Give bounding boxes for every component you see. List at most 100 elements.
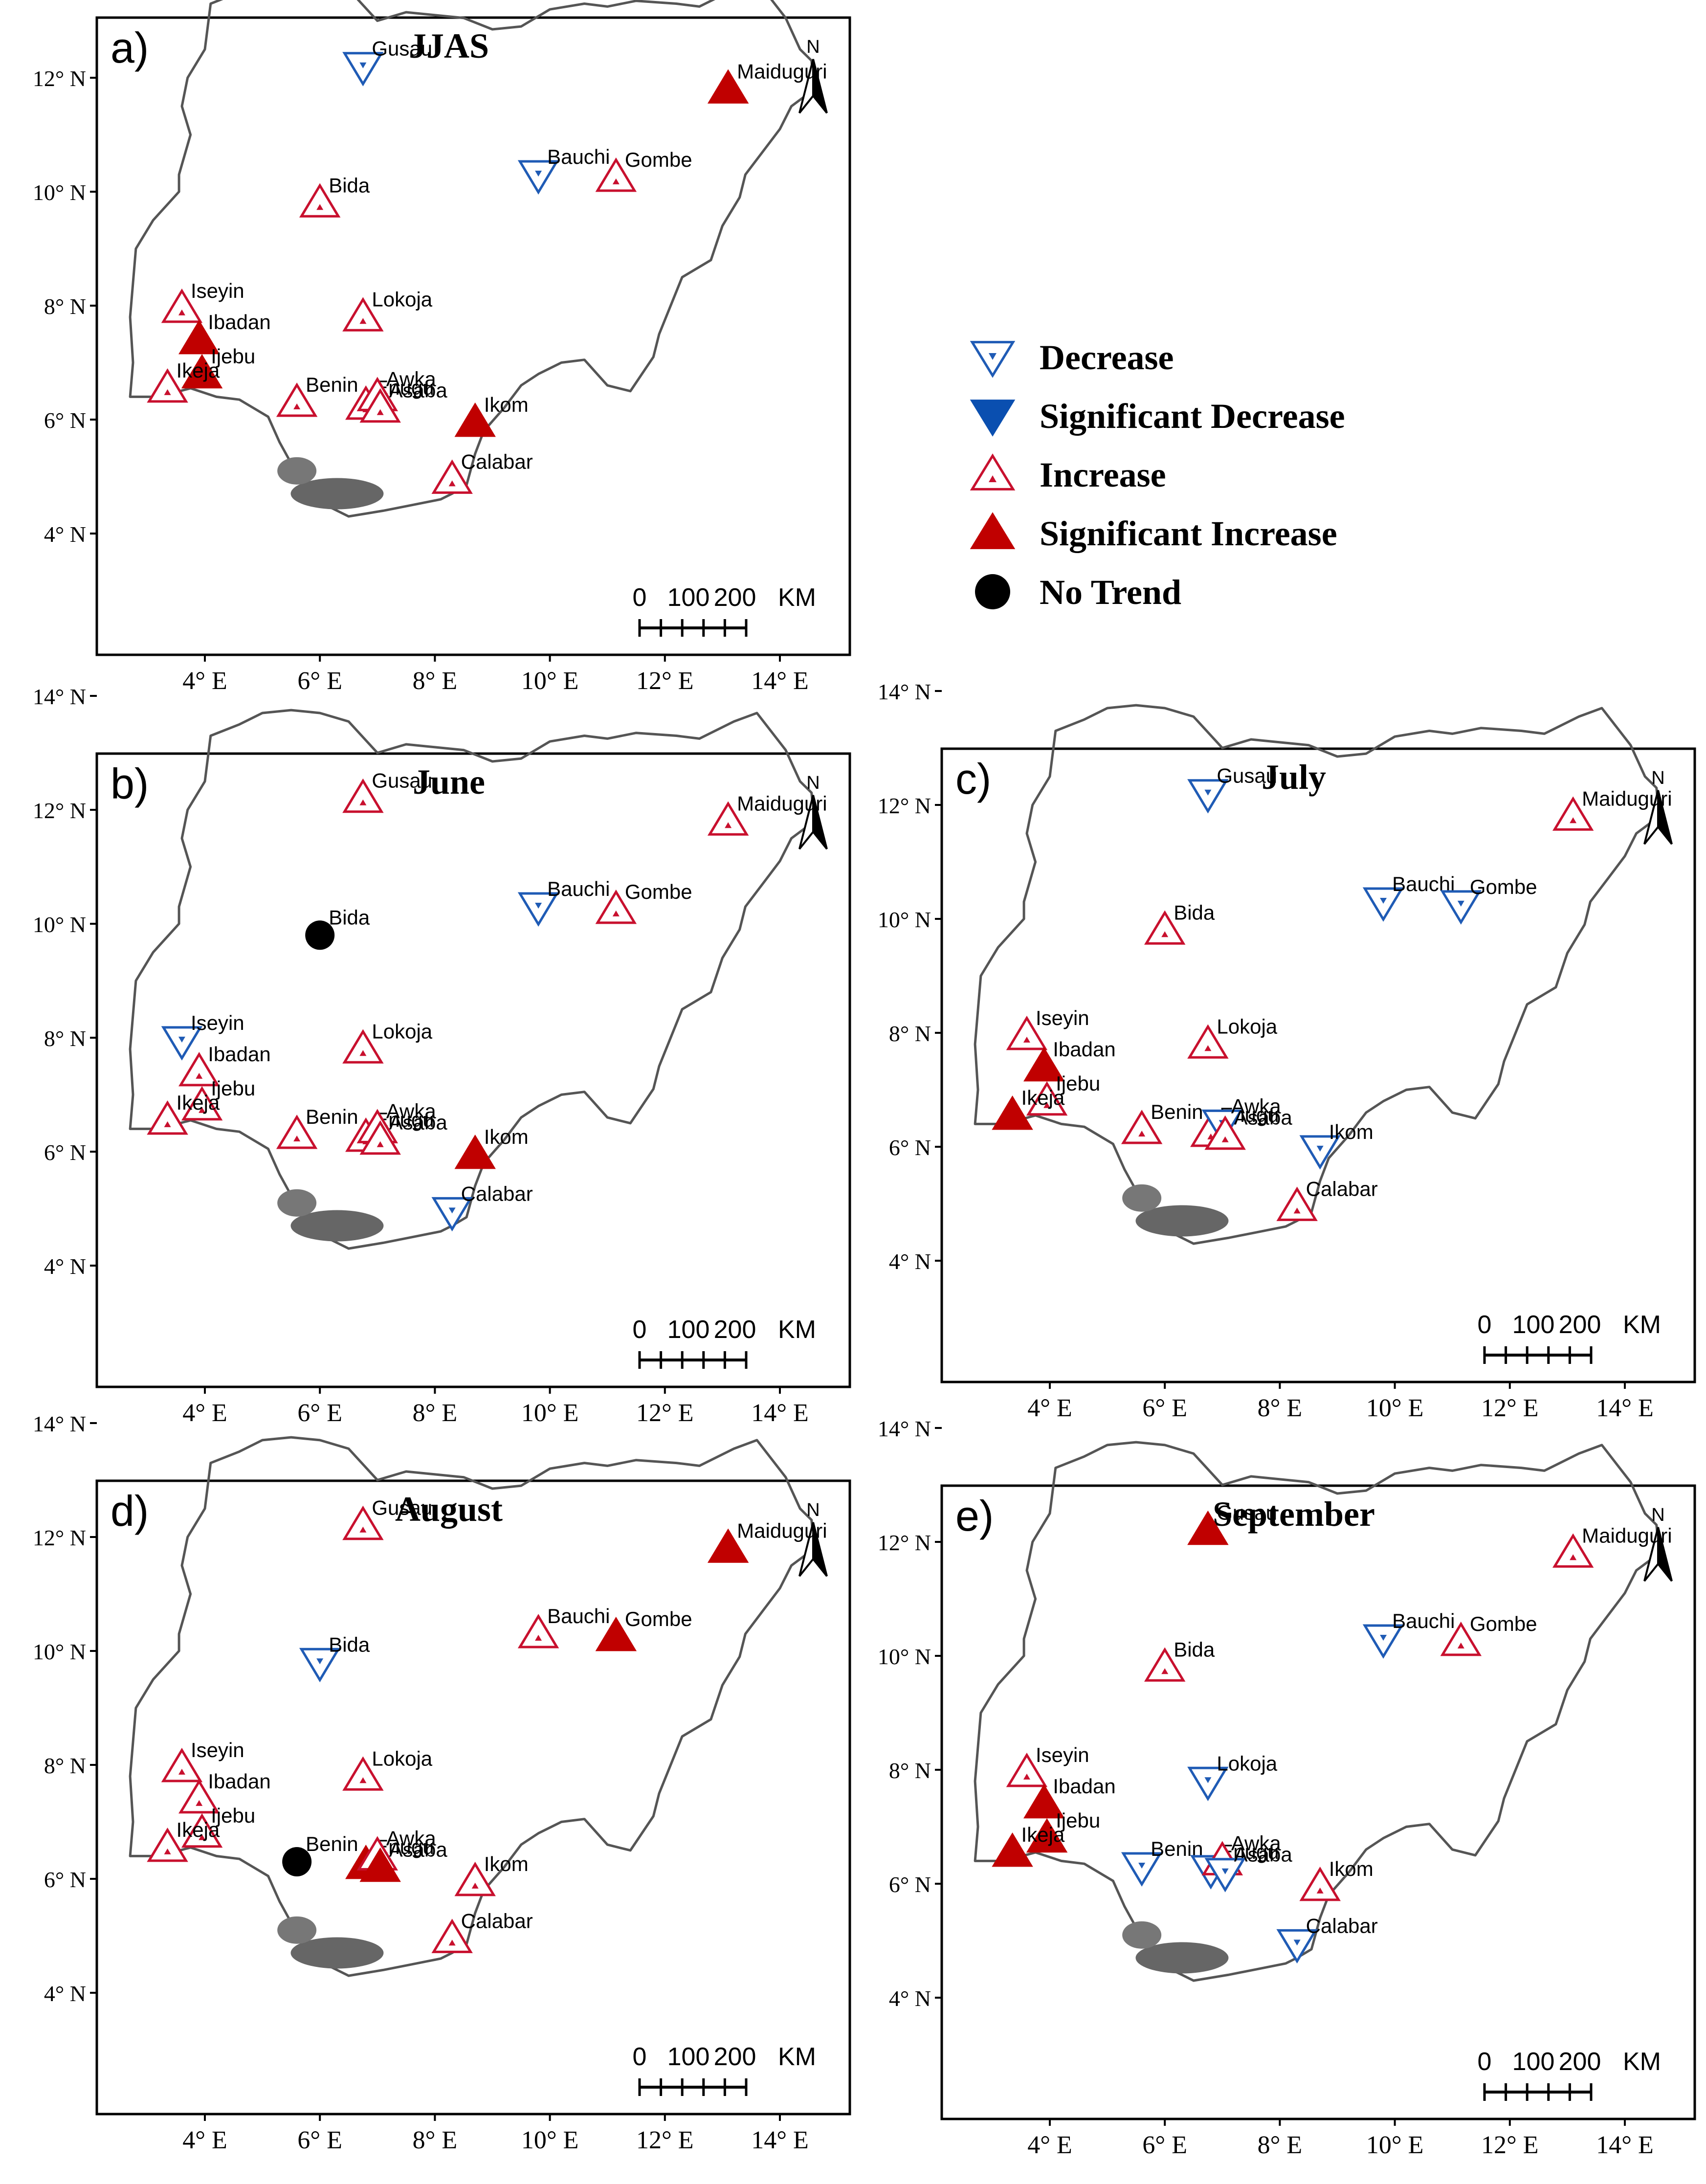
decrease-marker bbox=[517, 892, 559, 927]
scale-bar-label: 100 bbox=[1512, 1311, 1555, 1339]
station-label: Bida bbox=[329, 906, 370, 929]
station-bauchi: Bauchi bbox=[517, 877, 610, 927]
lat-tick-label: 8° N bbox=[44, 1026, 86, 1051]
lon-tick-label: 10° E bbox=[521, 667, 579, 695]
station-ijebu: Ijebu bbox=[181, 1077, 255, 1121]
increase-marker bbox=[595, 890, 637, 924]
decrease-marker bbox=[1440, 890, 1482, 925]
increase-marker bbox=[161, 288, 203, 323]
increase-marker bbox=[178, 1779, 220, 1814]
lon-tick-label: 6° E bbox=[297, 2126, 342, 2154]
decrease-marker bbox=[1276, 1929, 1318, 1964]
station-iseyin: Iseyin bbox=[161, 279, 244, 323]
increase-marker bbox=[181, 1813, 223, 1848]
lat-tick-label: 6° N bbox=[889, 1872, 931, 1897]
station-label: Gusau bbox=[372, 769, 432, 792]
lon-tick-label: 4° E bbox=[1027, 2131, 1072, 2159]
station-maiduguri: Maiduguri bbox=[1552, 787, 1672, 831]
lat-tick-label: 4° N bbox=[44, 1254, 86, 1279]
increase-marker bbox=[147, 1100, 188, 1135]
no-trend-icon bbox=[975, 574, 1010, 609]
scale-bar-label: 100 bbox=[667, 583, 710, 612]
station-asaba: Asaba bbox=[359, 1111, 447, 1155]
scale-bar: 0 100 200 KM bbox=[1478, 2048, 1661, 2101]
increase-marker bbox=[707, 801, 749, 836]
niger-delta-coast bbox=[277, 1189, 317, 1217]
lon-tick-label: 4° E bbox=[182, 2126, 227, 2154]
station-label: Ikom bbox=[484, 393, 529, 416]
increase-marker bbox=[1299, 1866, 1341, 1901]
increase-marker bbox=[342, 778, 384, 813]
scale-bar-label: 200 bbox=[714, 2043, 756, 2071]
station-iseyin: Iseyin bbox=[1006, 1006, 1089, 1050]
station-label: Gusau bbox=[1217, 1501, 1277, 1524]
scale-bar: 0 100 200 KM bbox=[633, 583, 816, 637]
panel-frame bbox=[940, 1484, 1696, 2120]
station-label: Benin bbox=[1151, 1100, 1203, 1123]
significant-increase-marker bbox=[359, 1847, 401, 1882]
significant-increase-marker bbox=[992, 1095, 1033, 1130]
station-label: Ikeja bbox=[177, 1091, 220, 1114]
lat-tick-label: 10° N bbox=[878, 907, 931, 932]
station-benin: Benin bbox=[1121, 1100, 1203, 1144]
lat-tick-label: 8° N bbox=[44, 294, 86, 319]
niger-delta-coast bbox=[290, 1210, 384, 1242]
station-bida: Bida bbox=[1144, 901, 1215, 945]
north-arrow-icon: N bbox=[798, 773, 828, 850]
niger-delta-coast bbox=[1122, 1184, 1162, 1212]
decrease-marker bbox=[1299, 1135, 1341, 1170]
significant-increase-marker bbox=[1187, 1510, 1229, 1545]
svg-text:N: N bbox=[806, 37, 820, 57]
significant-increase-marker bbox=[181, 354, 223, 389]
significant-increase-marker bbox=[1023, 1047, 1065, 1082]
station-label: Asaba bbox=[389, 379, 448, 402]
station-gombe: Gombe bbox=[595, 880, 692, 924]
no-trend-marker bbox=[282, 1847, 312, 1877]
lon-tick-label: 14° E bbox=[751, 667, 809, 695]
panel-frame bbox=[940, 747, 1696, 1383]
lat-tick-label: 14° N bbox=[33, 1411, 86, 1436]
increase-marker bbox=[1026, 1081, 1068, 1116]
station-label: Gombe bbox=[1470, 1612, 1537, 1635]
station-label: Bauchi bbox=[547, 877, 610, 900]
station-maiduguri: Maiduguri bbox=[707, 792, 827, 836]
niger-delta-coast bbox=[290, 478, 384, 510]
north-arrow-icon: N bbox=[1643, 1505, 1673, 1582]
station-label: Calabar bbox=[461, 1909, 533, 1932]
station-bida: Bida bbox=[299, 174, 370, 218]
station-label: Lokoja bbox=[372, 288, 432, 311]
station-label: Ibadan bbox=[1053, 1038, 1115, 1061]
panel-title: June bbox=[413, 762, 485, 802]
svg-text:N: N bbox=[1651, 1505, 1664, 1525]
station-label: Bida bbox=[329, 174, 370, 197]
scale-bar-label: 0 bbox=[633, 2043, 647, 2071]
station-label: Maiduguri bbox=[1582, 787, 1672, 810]
increase-marker bbox=[276, 382, 318, 417]
station-ibadan: Ibadan bbox=[1023, 1038, 1116, 1082]
increase-marker bbox=[1440, 1622, 1482, 1656]
increase-marker bbox=[1006, 1752, 1048, 1787]
station-ikeja: Ikeja bbox=[147, 1091, 220, 1135]
station-benin: Benin bbox=[282, 1832, 358, 1877]
no-trend-marker bbox=[305, 920, 335, 950]
panel-frame bbox=[95, 1479, 851, 2116]
station-ijebu: Ijebu bbox=[1026, 1809, 1100, 1853]
significant-increase-marker bbox=[595, 1617, 637, 1651]
station-iseyin: Iseyin bbox=[1006, 1743, 1089, 1787]
niger-delta-coast bbox=[1135, 1942, 1229, 1974]
station-label: Asaba bbox=[1234, 1843, 1293, 1866]
lat-tick-label: 10° N bbox=[33, 1639, 86, 1664]
lat-tick-label: 6° N bbox=[44, 1867, 86, 1892]
station-label: Ikom bbox=[484, 1125, 529, 1148]
lon-tick-label: 12° E bbox=[636, 1399, 694, 1427]
lat-tick-label: 8° N bbox=[889, 1021, 931, 1046]
increase-marker bbox=[342, 1756, 384, 1791]
increase-marker bbox=[299, 183, 341, 218]
station-label: Awka bbox=[386, 1099, 437, 1122]
significant-increase-marker bbox=[992, 1832, 1033, 1867]
station-ikom: Ikom bbox=[1299, 1857, 1374, 1901]
scale-bar: 0 100 200 KM bbox=[1478, 1311, 1661, 1364]
panel-letter: a) bbox=[111, 23, 149, 72]
station-label: Gombe bbox=[625, 1607, 692, 1630]
